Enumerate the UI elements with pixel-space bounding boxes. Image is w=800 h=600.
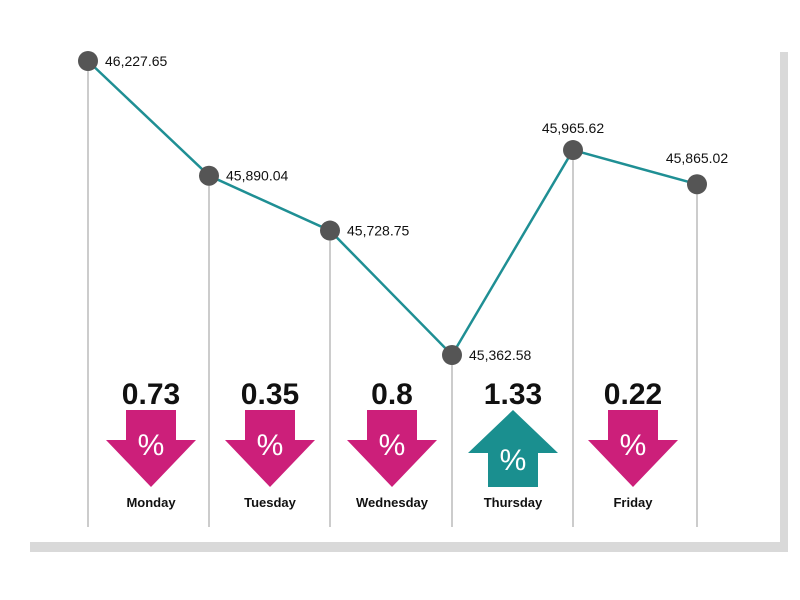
data-points	[78, 51, 707, 365]
percent-icon: %	[257, 429, 284, 462]
day-label: Wednesday	[356, 495, 429, 510]
percent-icon: %	[620, 429, 647, 462]
day-label: Tuesday	[244, 495, 297, 510]
value-label: 45,890.04	[226, 168, 288, 184]
percent-change-value: 0.8	[371, 378, 413, 411]
data-point-marker	[687, 174, 707, 195]
gridlines	[87, 61, 698, 527]
day-label: Thursday	[484, 495, 543, 510]
percent-icon: %	[138, 429, 165, 462]
down-arrow-icon	[106, 410, 196, 487]
down-arrow-icon	[225, 410, 315, 487]
value-label: 45,865.02	[666, 150, 728, 166]
data-point-marker	[563, 140, 583, 161]
value-labels: 46,227.65 45,890.04 45,728.75 45,362.58 45,9…	[105, 53, 728, 363]
percent-change-value: 0.22	[604, 378, 662, 411]
value-label: 46,227.65	[105, 53, 167, 69]
percent-icon: %	[379, 429, 406, 462]
data-point-marker	[320, 220, 340, 241]
day-label: Monday	[126, 495, 176, 510]
percent-change-indicators: 0.73% Monday 0.35% Tuesday 0.8% Wednesday 1.33…	[106, 378, 678, 510]
series-line-path	[87, 60, 698, 358]
data-point-marker	[199, 165, 219, 186]
percent-change-value: 0.73	[122, 378, 180, 411]
up-arrow-icon	[468, 410, 558, 487]
value-label: 45,728.75	[347, 223, 409, 239]
value-label: 45,965.62	[542, 120, 604, 136]
percent-icon: %	[500, 444, 527, 477]
percent-change-value: 1.33	[484, 378, 542, 411]
percent-change-value: 0.35	[241, 378, 299, 411]
data-point-marker	[442, 345, 462, 365]
down-arrow-icon	[347, 410, 437, 487]
down-arrow-icon	[588, 410, 678, 487]
value-label: 45,362.58	[469, 347, 531, 363]
data-point-marker	[78, 51, 98, 71]
day-label: Friday	[613, 495, 653, 510]
series-line	[87, 60, 698, 358]
